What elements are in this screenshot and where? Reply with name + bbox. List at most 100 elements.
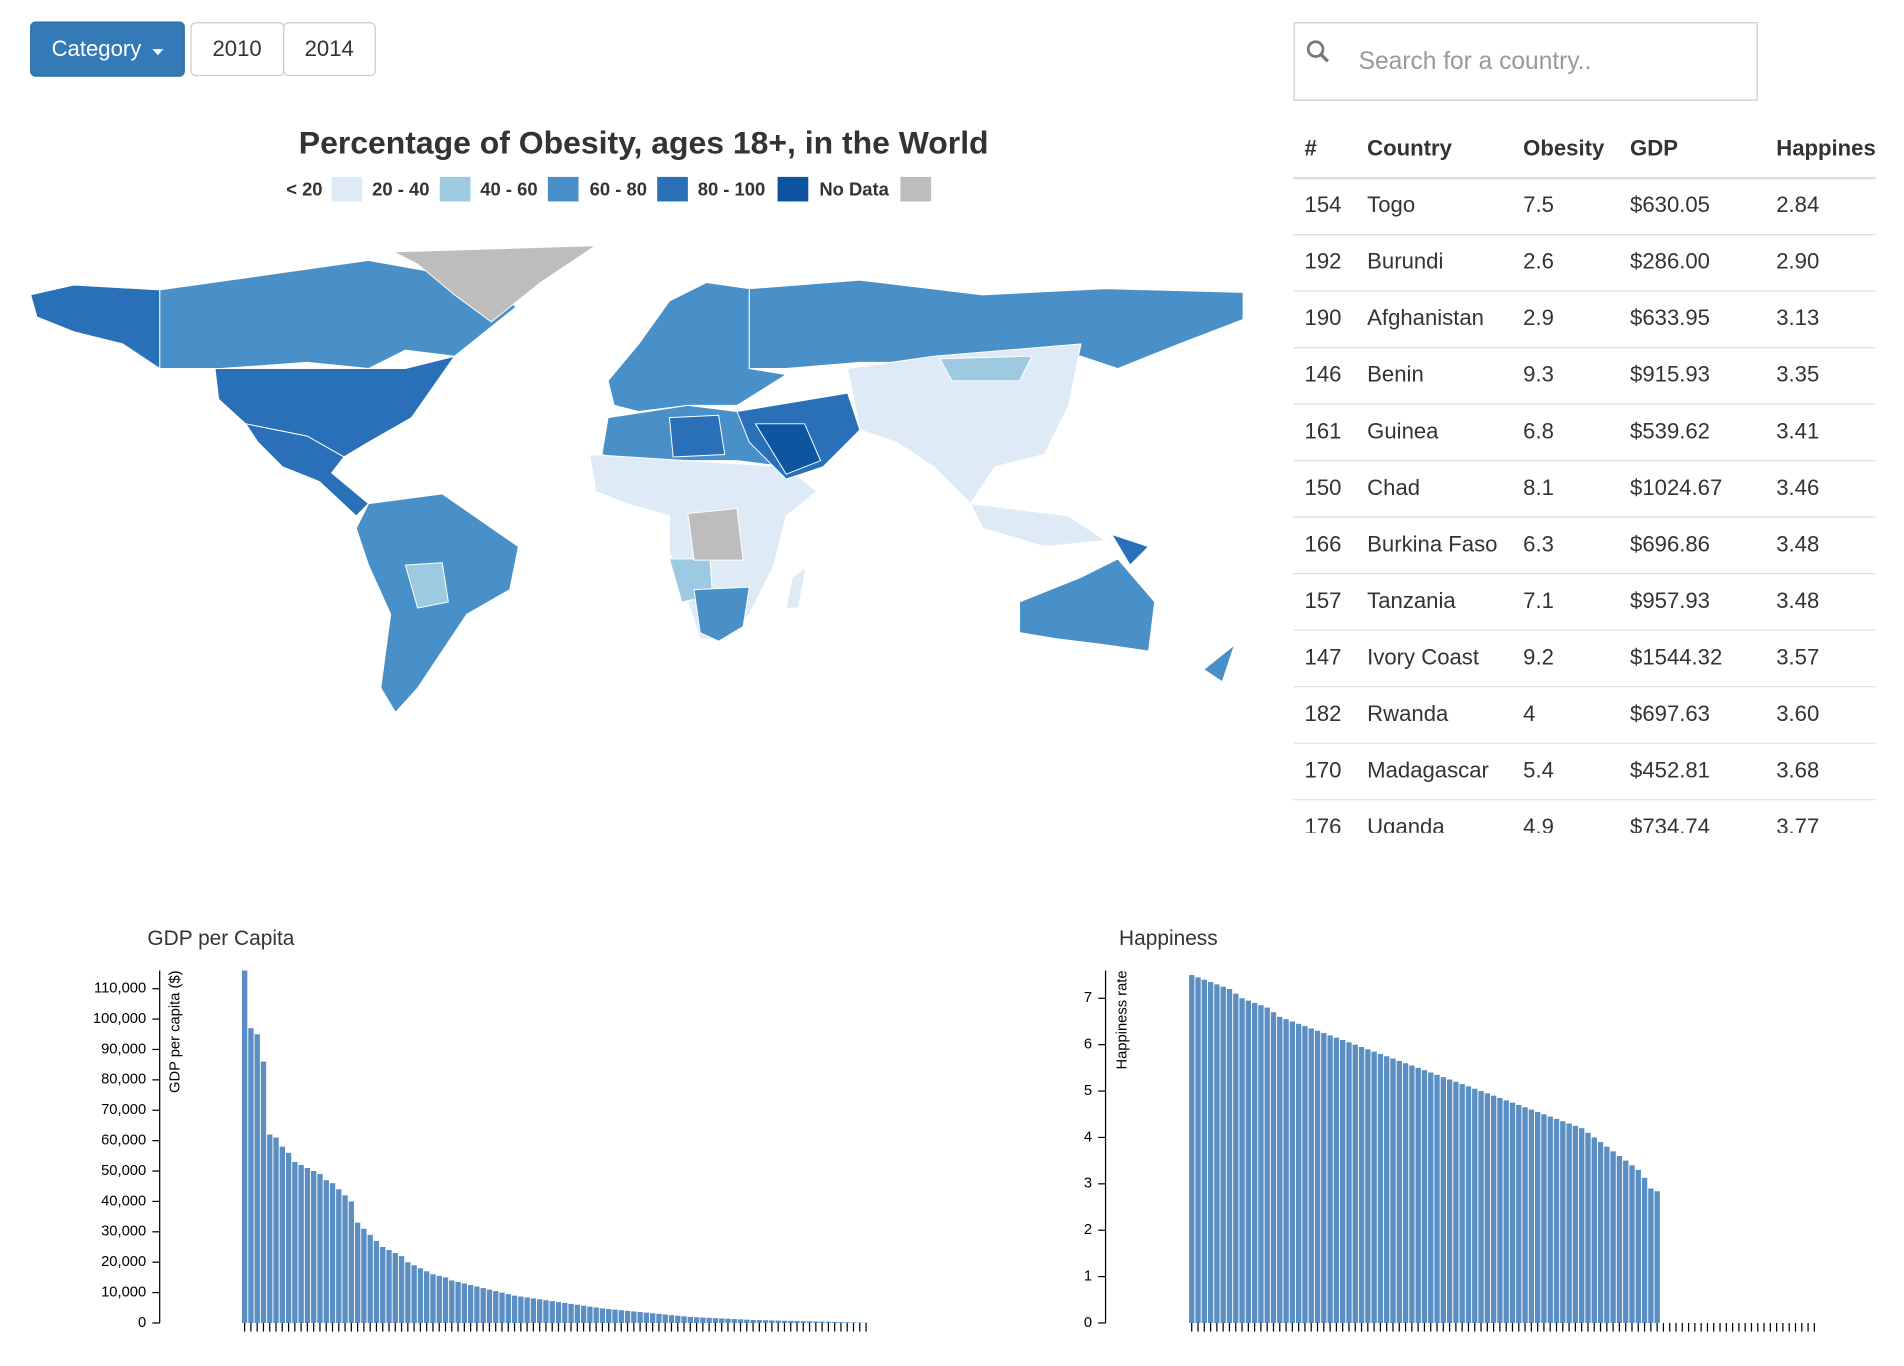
column-header[interactable]: Obesity [1523, 136, 1605, 161]
bar[interactable] [1264, 1007, 1270, 1323]
bar[interactable] [1591, 1137, 1597, 1323]
bar[interactable] [354, 1222, 361, 1323]
bar[interactable] [700, 1317, 706, 1323]
bar[interactable] [662, 1314, 668, 1323]
bar[interactable] [1352, 1044, 1358, 1323]
category-button[interactable]: Category [30, 21, 185, 77]
bar[interactable] [1277, 1016, 1283, 1323]
bar[interactable] [1597, 1142, 1604, 1323]
bar[interactable] [555, 1302, 562, 1323]
country[interactable] [607, 282, 788, 413]
bar[interactable] [1503, 1100, 1509, 1323]
bar[interactable] [832, 1321, 838, 1323]
bar[interactable] [461, 1283, 468, 1323]
country[interactable] [30, 284, 161, 370]
bar[interactable] [731, 1319, 737, 1323]
bar[interactable] [1245, 1000, 1252, 1323]
bar[interactable] [1327, 1035, 1333, 1323]
country[interactable] [938, 355, 1033, 382]
bar[interactable] [1623, 1160, 1629, 1323]
bar[interactable] [1358, 1046, 1365, 1323]
country[interactable] [404, 562, 449, 609]
bar[interactable] [279, 1146, 285, 1323]
bar[interactable] [543, 1300, 549, 1323]
bar[interactable] [788, 1320, 794, 1323]
bar[interactable] [1421, 1070, 1428, 1323]
year-2010-button[interactable]: 2010 [190, 22, 285, 77]
bar[interactable] [248, 1028, 254, 1323]
bar[interactable] [1635, 1169, 1641, 1323]
bar[interactable] [317, 1174, 323, 1323]
bar[interactable] [336, 1189, 342, 1323]
bar[interactable] [1233, 993, 1239, 1323]
year-2014-button[interactable]: 2014 [283, 22, 376, 77]
bar[interactable] [1321, 1033, 1327, 1323]
bar[interactable] [323, 1180, 329, 1323]
bar[interactable] [1465, 1086, 1472, 1323]
country[interactable] [214, 355, 456, 458]
bar[interactable] [1251, 1002, 1258, 1323]
bar[interactable] [455, 1281, 461, 1323]
bar[interactable] [449, 1280, 455, 1323]
bar[interactable] [650, 1313, 656, 1323]
bar[interactable] [1258, 1005, 1264, 1323]
bar[interactable] [505, 1294, 511, 1323]
bar[interactable] [656, 1313, 662, 1323]
bar[interactable] [411, 1265, 417, 1323]
country[interactable] [1019, 558, 1156, 652]
bar[interactable] [712, 1318, 719, 1323]
bar[interactable] [348, 1201, 355, 1323]
bar[interactable] [668, 1315, 675, 1323]
column-header[interactable]: Country [1367, 136, 1452, 161]
bar[interactable] [241, 970, 248, 1323]
bar[interactable] [643, 1312, 650, 1323]
bar[interactable] [1440, 1077, 1446, 1323]
bar[interactable] [342, 1195, 348, 1323]
country[interactable] [969, 503, 1107, 548]
bar[interactable] [1415, 1067, 1421, 1323]
country[interactable] [785, 566, 807, 609]
bar[interactable] [825, 1321, 832, 1323]
bar[interactable] [1547, 1116, 1553, 1323]
bar[interactable] [292, 1161, 298, 1323]
bar[interactable] [392, 1253, 398, 1323]
bar[interactable] [1402, 1063, 1409, 1323]
bar[interactable] [1472, 1088, 1478, 1323]
bar[interactable] [329, 1183, 336, 1323]
bar[interactable] [467, 1284, 474, 1323]
bar[interactable] [1226, 988, 1233, 1323]
bar[interactable] [1522, 1107, 1528, 1323]
bar[interactable] [587, 1306, 593, 1323]
bar[interactable] [1497, 1098, 1503, 1323]
bar[interactable] [304, 1167, 311, 1323]
bar[interactable] [1610, 1151, 1616, 1323]
bar[interactable] [373, 1240, 380, 1323]
bar[interactable] [794, 1321, 800, 1323]
bar[interactable] [524, 1297, 530, 1323]
bar[interactable] [1459, 1084, 1465, 1323]
bar[interactable] [1428, 1072, 1434, 1323]
country[interactable] [1202, 643, 1236, 683]
bar[interactable] [361, 1228, 367, 1323]
bar[interactable] [430, 1274, 436, 1323]
bar[interactable] [1560, 1121, 1566, 1323]
bar[interactable] [549, 1301, 555, 1323]
bar[interactable] [1490, 1095, 1497, 1323]
bar[interactable] [1384, 1056, 1390, 1323]
bar[interactable] [1585, 1132, 1591, 1323]
bar[interactable] [1189, 975, 1195, 1323]
bar[interactable] [1239, 998, 1245, 1323]
bar[interactable] [1340, 1040, 1346, 1323]
bar[interactable] [1201, 979, 1208, 1323]
bar[interactable] [1270, 1012, 1277, 1323]
search-box[interactable]: Search for a country.. [1293, 22, 1758, 101]
bar[interactable] [1629, 1165, 1635, 1323]
column-header[interactable]: # [1305, 136, 1317, 161]
bar[interactable] [624, 1310, 631, 1323]
bar[interactable] [1648, 1188, 1654, 1323]
bar[interactable] [486, 1289, 493, 1323]
bar[interactable] [762, 1320, 769, 1323]
bar[interactable] [781, 1320, 788, 1323]
bar[interactable] [380, 1247, 386, 1323]
country[interactable] [687, 508, 744, 561]
